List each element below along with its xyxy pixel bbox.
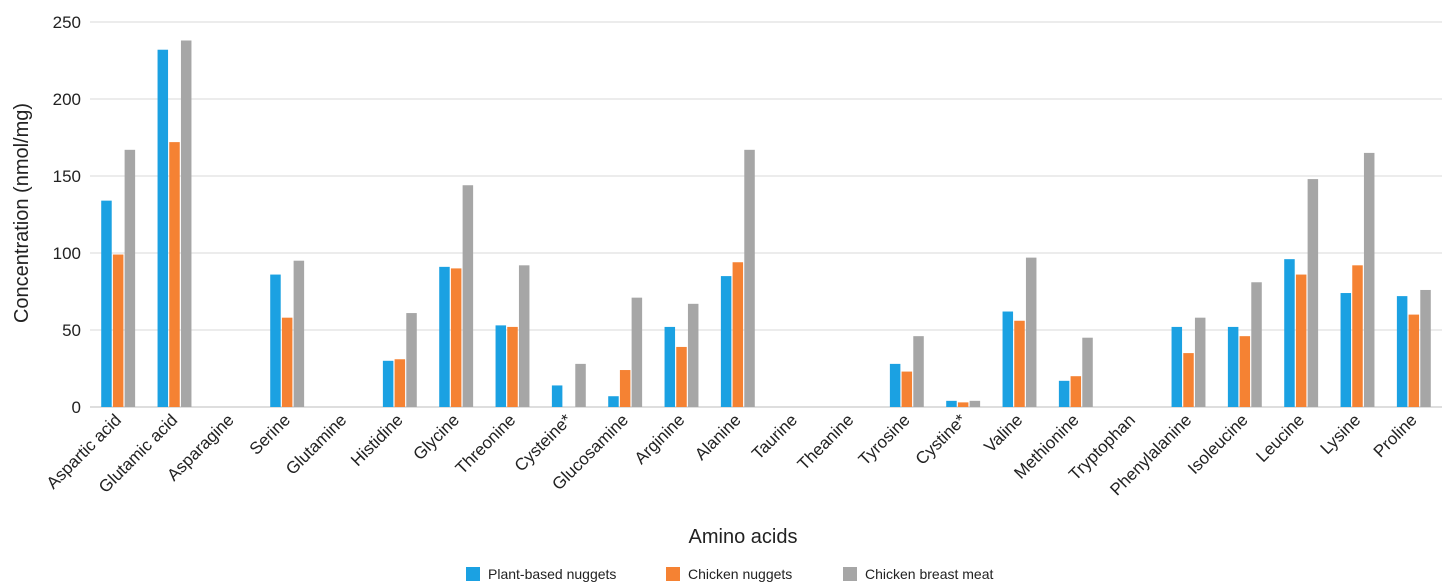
bar [1070, 376, 1082, 407]
bar [518, 265, 530, 407]
x-tick-label: Glutamine [282, 410, 350, 478]
bar [1239, 336, 1251, 407]
bar [619, 370, 631, 407]
bar [270, 274, 281, 407]
bar [1014, 320, 1025, 407]
bar [575, 363, 586, 407]
x-tick-label: Isoleucine [1184, 410, 1252, 478]
bar [1082, 337, 1093, 407]
bar [1194, 317, 1206, 407]
bar [112, 254, 124, 407]
bar [1363, 152, 1375, 407]
bar [744, 149, 755, 407]
bar [1307, 179, 1319, 407]
legend-label: Chicken nuggets [688, 566, 792, 582]
bar [1251, 282, 1262, 407]
bars [101, 40, 1431, 407]
bar [1058, 380, 1070, 407]
x-tick-label: Leucine [1252, 410, 1308, 466]
x-tick-label: Tyrosine [855, 410, 914, 469]
bar [157, 49, 169, 407]
y-tick-label: 200 [53, 90, 81, 109]
bar [687, 303, 699, 407]
bar [1420, 289, 1431, 407]
bar [462, 185, 474, 407]
bar [1025, 257, 1037, 407]
x-tick-label: Theanine [794, 410, 858, 474]
x-tick-label: Lysine [1317, 410, 1365, 458]
bar [676, 346, 687, 407]
legend: Plant-based nuggets Chicken nuggets Chicke… [466, 566, 994, 582]
bar [1408, 314, 1420, 407]
x-tick-label: Serine [246, 410, 294, 458]
y-tick-label: 250 [53, 13, 81, 32]
bar [631, 297, 643, 407]
bar [495, 325, 507, 407]
bar [1284, 259, 1295, 407]
y-tick-label: 0 [72, 398, 81, 417]
x-tick-label: Valine [980, 410, 1026, 456]
x-tick-label: Cystine* [912, 410, 970, 468]
bar [450, 268, 462, 407]
bar [507, 326, 518, 407]
legend-swatch [843, 567, 857, 581]
bar [969, 400, 981, 407]
legend-label: Chicken breast meat [865, 566, 994, 582]
bar [732, 262, 744, 407]
bar [1396, 296, 1408, 407]
y-tick-label: 50 [62, 321, 81, 340]
x-tick-label: Taurine [748, 410, 801, 463]
bar [664, 326, 676, 407]
legend-label: Plant-based nuggets [488, 566, 616, 582]
x-tick-label: Threonine [452, 410, 520, 478]
y-tick-label: 100 [53, 244, 81, 263]
bar [281, 317, 293, 407]
bar [1171, 326, 1183, 407]
bar [394, 359, 406, 407]
bar [1340, 293, 1352, 407]
bar [608, 396, 619, 407]
x-axis-title: Amino acids [689, 526, 798, 548]
bar [901, 371, 913, 407]
bar [124, 149, 136, 407]
bar [406, 313, 417, 407]
bar [101, 200, 112, 407]
bar [1295, 274, 1307, 407]
x-tick-label: Arginine [631, 410, 689, 468]
bar [382, 360, 394, 407]
bar [1227, 326, 1239, 407]
bar [913, 336, 924, 407]
bar [946, 400, 957, 407]
bar [180, 40, 192, 407]
bar [551, 385, 563, 407]
x-tick-label: Histidine [347, 410, 407, 470]
x-tick-label: Proline [1370, 410, 1421, 461]
bar [720, 276, 732, 407]
x-tick-label: Glycine [409, 410, 463, 464]
gridlines [90, 21, 1442, 408]
bar [439, 266, 450, 407]
y-tick-labels: 0 50 100 150 200 250 [53, 13, 81, 417]
y-axis-title: Concentration (nmol/mg) [11, 103, 33, 323]
bar [1183, 353, 1194, 407]
y-tick-label: 150 [53, 167, 81, 186]
bar [169, 142, 180, 407]
bar [889, 363, 901, 407]
legend-swatch [466, 567, 480, 581]
legend-swatch [666, 567, 680, 581]
bar [1352, 265, 1363, 407]
bar [1002, 311, 1014, 407]
x-tick-label: Alanine [691, 410, 745, 464]
bar [957, 402, 969, 407]
bar [293, 260, 305, 407]
